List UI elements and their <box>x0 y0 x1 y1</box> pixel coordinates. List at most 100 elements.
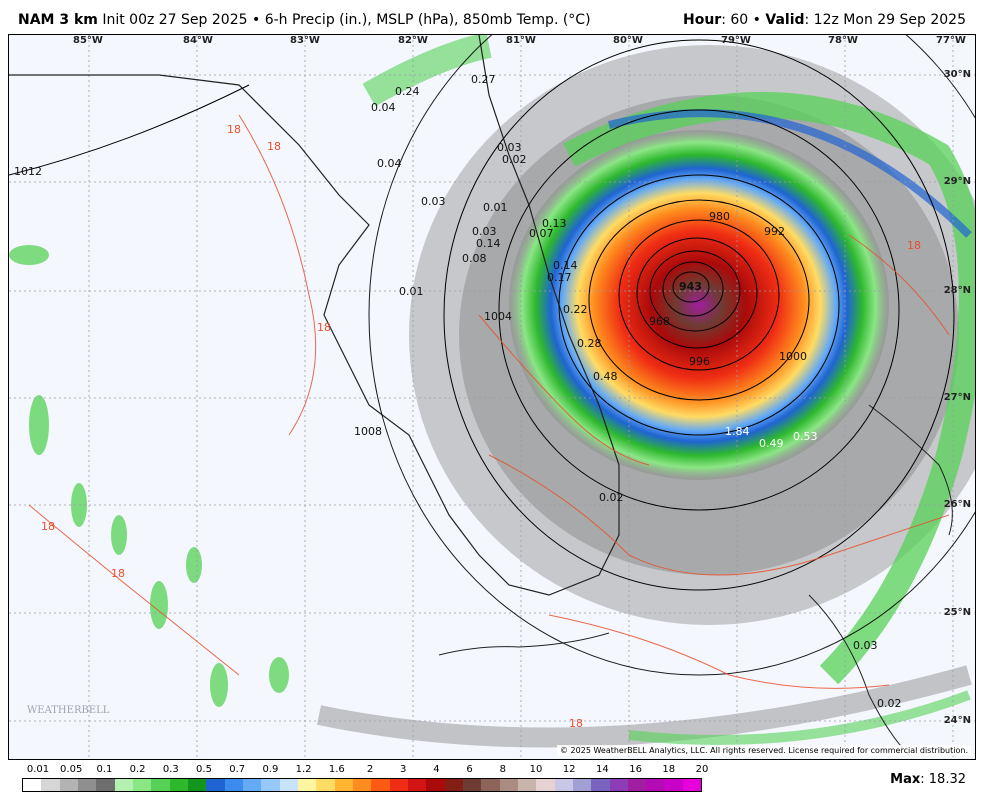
temp-label: 18 <box>41 520 55 533</box>
precip-label: 0.04 <box>377 157 402 170</box>
lon-label: 80°W <box>613 35 643 46</box>
florida-keys <box>438 632 610 656</box>
legend-tick-label: 2 <box>366 764 374 775</box>
legend-swatch <box>591 779 610 791</box>
legend-tick-label: 0.9 <box>262 764 279 775</box>
rain-band-east <box>563 92 975 685</box>
precip-label: 0.03 <box>421 195 446 208</box>
legend-swatch <box>242 779 262 791</box>
rain-band-blue <box>608 109 972 238</box>
legend-tick-label: 0.5 <box>196 764 212 775</box>
temp-labels: 18 18 18 18 18 18 18 <box>41 123 921 730</box>
legend-tick-label: 0.7 <box>229 764 246 775</box>
legend-tick-label: 1.6 <box>328 764 345 775</box>
lon-label: 79°W <box>721 35 751 46</box>
temp-label: 18 <box>569 717 583 730</box>
precip-labels: 0.27 0.24 0.04 0.04 0.03 0.02 0.03 0.01 … <box>371 73 902 710</box>
precip-label: 0.13 <box>542 217 567 230</box>
isobar-943: 943 <box>679 280 702 293</box>
bahamas-andros <box>808 594 910 756</box>
precip-label: 0.08 <box>462 252 487 265</box>
legend-swatch <box>609 779 628 791</box>
temp-label: 18 <box>907 239 921 252</box>
legend-swatch <box>224 779 243 791</box>
lon-label: 84°W <box>183 35 213 46</box>
legend-swatch <box>151 779 170 791</box>
legend-tick-label: 6 <box>466 764 473 775</box>
lon-label: 81°W <box>506 35 536 46</box>
precip-label: 0.04 <box>371 101 396 114</box>
legend-swatch <box>572 779 592 791</box>
precip-label: 0.03 <box>472 225 497 238</box>
header: NAM 3 km Init 00z 27 Sep 2025 • 6-h Prec… <box>0 0 984 34</box>
legend-swatch <box>407 779 427 791</box>
valid-time-title: Hour: 60 • Valid: 12z Mon 29 Sep 2025 <box>683 12 966 28</box>
legend-tick-label: 0.3 <box>162 764 179 775</box>
legend-tick-label: 12 <box>562 764 576 775</box>
legend-swatch <box>426 779 445 791</box>
precip-label: 0.02 <box>599 491 624 504</box>
legend-swatch <box>41 779 60 791</box>
temp-label: 18 <box>267 140 281 153</box>
legend-tick-label: 18 <box>662 764 676 775</box>
legend-tick-label: 0.2 <box>129 764 146 775</box>
legend-swatch <box>77 779 97 791</box>
copyright-notice: © 2025 WeatherBELL Analytics, LLC. All r… <box>557 745 971 756</box>
isobar-1004: 1004 <box>484 310 512 323</box>
precip-label: 0.24 <box>395 85 420 98</box>
title-bullet-right: • <box>752 12 761 28</box>
legend-tick-label: 8 <box>499 764 506 775</box>
legend-swatch <box>444 779 463 791</box>
precip-label: 0.28 <box>577 337 602 350</box>
legend-tick-label: 0.01 <box>26 764 50 775</box>
precip-label: 0.01 <box>399 285 424 298</box>
precip-label: 0.53 <box>793 430 818 443</box>
max-number: : 18.32 <box>920 772 966 787</box>
lat-label: 24°N <box>943 715 971 726</box>
legend-swatch <box>371 779 390 791</box>
florida-coastline <box>9 35 620 596</box>
legend-swatch <box>389 779 408 791</box>
rain-band-north <box>362 35 492 107</box>
precip-label: 0.48 <box>593 370 618 383</box>
legend-color-bar <box>22 778 702 792</box>
isobar-1008: 1008 <box>354 425 382 438</box>
rain-band-south-green <box>628 690 971 745</box>
weather-map: 1012 1008 1004 1000 996 992 980 943 968 … <box>8 34 976 760</box>
precip-legend: 0.01 0.05 0.1 0.2 0.3 0.5 0.7 0.9 1.2 1.6 2 3 4 6 8 10 1… <box>22 764 709 792</box>
legend-tick-label: 10 <box>529 764 543 775</box>
legend-swatch <box>23 779 42 791</box>
legend-tick-label: 3 <box>400 764 407 775</box>
lat-label: 29°N <box>943 176 971 187</box>
legend-tick-labels: 0.01 0.05 0.1 0.2 0.3 0.5 0.7 0.9 1.2 1.6 2 3 4 6 8 10 1… <box>22 764 709 778</box>
precip-label: 0.49 <box>759 437 784 450</box>
legend-swatch <box>279 779 298 791</box>
bahamas-abaco <box>868 404 953 536</box>
precip-label: 0.03 <box>497 141 522 154</box>
legend-swatch <box>517 779 537 791</box>
precip-label: 0.02 <box>502 153 527 166</box>
lat-label: 28°N <box>943 285 971 296</box>
map-canvas: 1012 1008 1004 1000 996 992 980 943 968 … <box>9 35 975 759</box>
lat-label: 30°N <box>943 69 971 80</box>
lat-label: 26°N <box>943 499 971 510</box>
legend-swatch <box>261 779 280 791</box>
legend-tick-label: 16 <box>629 764 642 775</box>
legend-swatch <box>297 779 317 791</box>
legend-swatch <box>132 779 152 791</box>
legend-swatch <box>334 779 353 791</box>
lon-label: 85°W <box>73 35 103 46</box>
rain-band-south <box>316 665 972 748</box>
legend-tick-label: 0.05 <box>60 764 83 775</box>
legend-swatch <box>554 779 573 791</box>
legend-swatch <box>682 779 702 791</box>
isobars <box>9 35 975 676</box>
valid-value: : 12z Mon 29 Sep 2025 <box>804 12 966 28</box>
precip-label: 0.01 <box>483 201 508 214</box>
precip-label: 0.27 <box>471 73 496 86</box>
precip-label: 0.02 <box>877 697 902 710</box>
legend-swatch <box>481 779 500 791</box>
isobar-996: 996 <box>689 355 710 368</box>
precip-label: 0.14 <box>553 259 578 272</box>
precip-label: 0.14 <box>476 237 501 250</box>
